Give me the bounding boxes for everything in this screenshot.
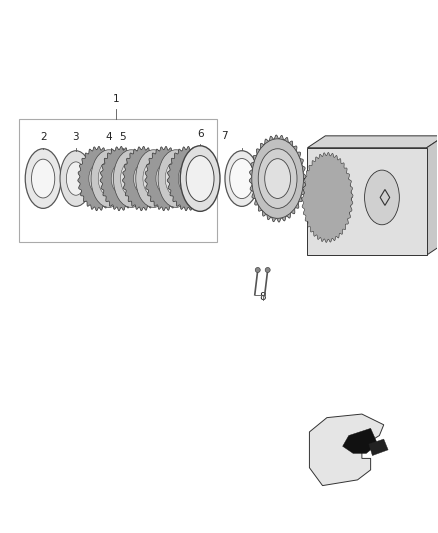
- Text: 2: 2: [40, 132, 46, 142]
- Ellipse shape: [89, 164, 107, 193]
- Ellipse shape: [230, 158, 254, 199]
- Text: 3: 3: [73, 132, 79, 142]
- Text: 6: 6: [197, 129, 203, 139]
- Ellipse shape: [91, 150, 127, 207]
- Ellipse shape: [32, 159, 55, 198]
- Polygon shape: [427, 136, 438, 255]
- Polygon shape: [167, 147, 207, 211]
- Ellipse shape: [252, 139, 304, 219]
- Ellipse shape: [136, 150, 172, 207]
- Polygon shape: [249, 135, 306, 222]
- Ellipse shape: [111, 164, 129, 193]
- Polygon shape: [302, 152, 353, 243]
- Bar: [19, 119, 217, 242]
- Ellipse shape: [318, 169, 346, 225]
- Polygon shape: [145, 147, 185, 211]
- Polygon shape: [309, 414, 384, 486]
- Ellipse shape: [364, 170, 399, 225]
- Ellipse shape: [25, 149, 61, 208]
- Ellipse shape: [60, 151, 92, 206]
- Ellipse shape: [225, 151, 259, 206]
- Ellipse shape: [255, 268, 260, 272]
- Text: 5: 5: [119, 132, 126, 142]
- Text: 7: 7: [221, 131, 227, 141]
- Polygon shape: [307, 136, 438, 148]
- Ellipse shape: [120, 161, 142, 196]
- Ellipse shape: [134, 164, 152, 193]
- Ellipse shape: [165, 161, 187, 196]
- Polygon shape: [78, 147, 118, 211]
- Ellipse shape: [180, 146, 220, 212]
- Ellipse shape: [258, 149, 297, 208]
- Text: 8: 8: [259, 292, 266, 302]
- Polygon shape: [369, 439, 388, 456]
- Ellipse shape: [178, 164, 196, 193]
- Text: 4: 4: [106, 132, 112, 142]
- Ellipse shape: [265, 159, 290, 198]
- Polygon shape: [343, 429, 378, 454]
- Ellipse shape: [314, 161, 351, 233]
- Ellipse shape: [67, 162, 85, 195]
- Polygon shape: [100, 147, 140, 211]
- Ellipse shape: [156, 164, 174, 193]
- Ellipse shape: [98, 161, 120, 196]
- Polygon shape: [123, 147, 162, 211]
- Ellipse shape: [186, 156, 214, 201]
- Polygon shape: [307, 148, 427, 255]
- Text: 1: 1: [113, 94, 119, 104]
- Ellipse shape: [158, 150, 194, 207]
- Ellipse shape: [143, 161, 164, 196]
- Ellipse shape: [113, 150, 149, 207]
- Ellipse shape: [265, 268, 270, 272]
